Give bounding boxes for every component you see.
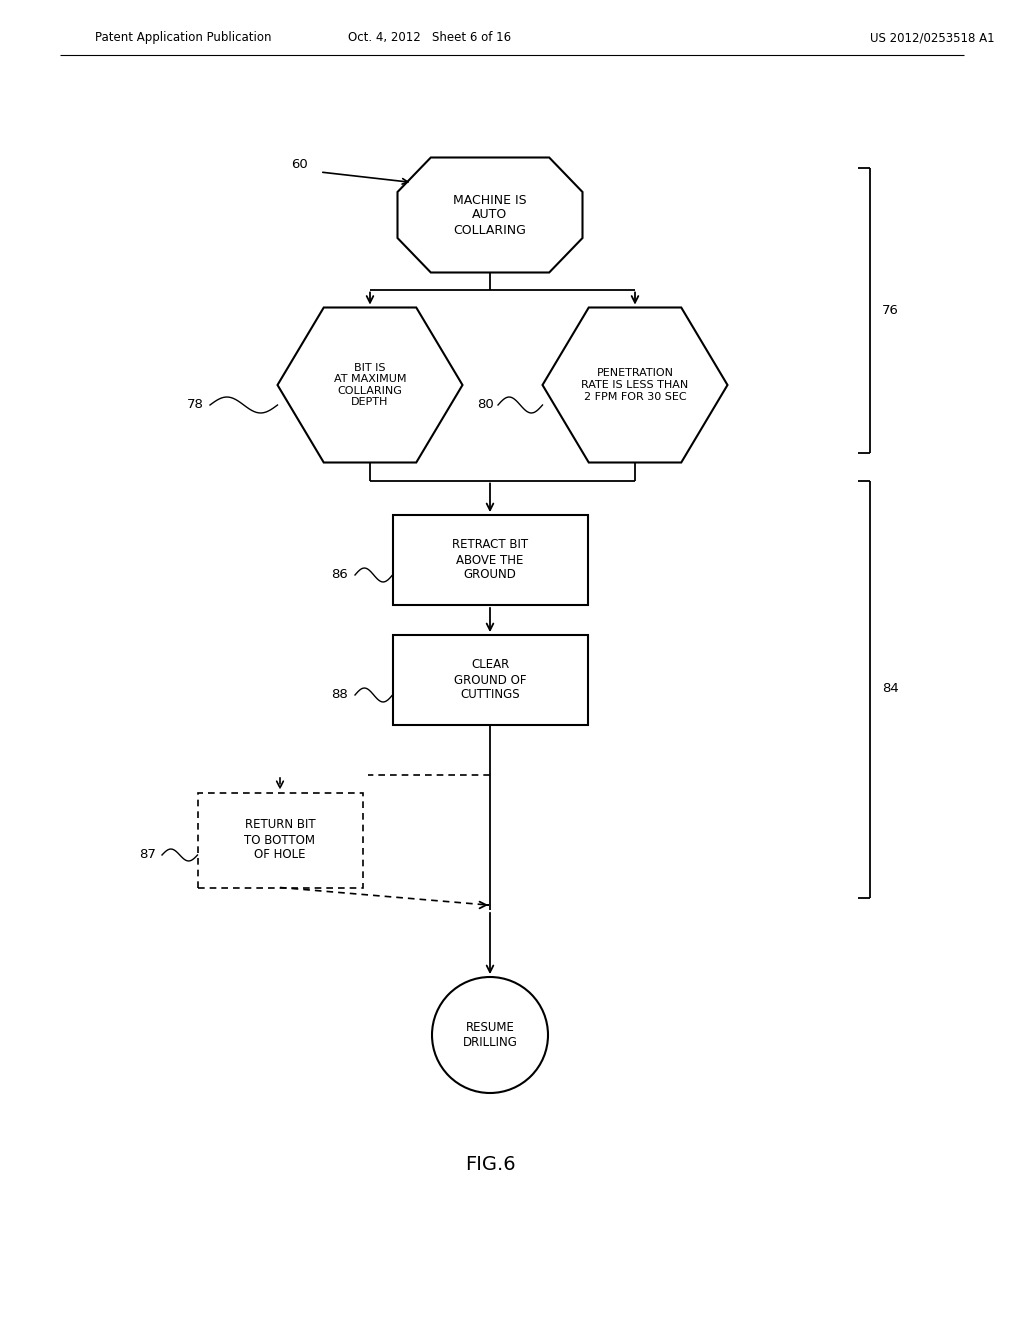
Circle shape	[432, 977, 548, 1093]
Bar	[392, 635, 588, 725]
Text: RESUME
DRILLING: RESUME DRILLING	[463, 1020, 517, 1049]
Text: 76: 76	[882, 304, 899, 317]
Text: 88: 88	[332, 689, 348, 701]
Text: RETURN BIT
TO BOTTOM
OF HOLE: RETURN BIT TO BOTTOM OF HOLE	[245, 818, 315, 862]
Bar	[198, 792, 362, 887]
Text: US 2012/0253518 A1: US 2012/0253518 A1	[870, 32, 994, 45]
Text: Oct. 4, 2012   Sheet 6 of 16: Oct. 4, 2012 Sheet 6 of 16	[348, 32, 512, 45]
Text: PENETRATION
RATE IS LESS THAN
2 FPM FOR 30 SEC: PENETRATION RATE IS LESS THAN 2 FPM FOR …	[582, 368, 688, 401]
Text: Patent Application Publication: Patent Application Publication	[95, 32, 271, 45]
Text: BIT IS
AT MAXIMUM
COLLARING
DEPTH: BIT IS AT MAXIMUM COLLARING DEPTH	[334, 363, 407, 408]
Text: MACHINE IS
AUTO
COLLARING: MACHINE IS AUTO COLLARING	[454, 194, 526, 236]
Text: 86: 86	[332, 569, 348, 582]
Text: 87: 87	[139, 849, 157, 862]
Text: 84: 84	[882, 682, 899, 696]
Text: CLEAR
GROUND OF
CUTTINGS: CLEAR GROUND OF CUTTINGS	[454, 659, 526, 701]
Polygon shape	[397, 157, 583, 272]
Polygon shape	[543, 308, 727, 462]
Text: 60: 60	[292, 158, 308, 172]
Text: 78: 78	[186, 399, 204, 412]
Bar	[392, 515, 588, 605]
Text: RETRACT BIT
ABOVE THE
GROUND: RETRACT BIT ABOVE THE GROUND	[452, 539, 528, 582]
Text: 80: 80	[476, 399, 494, 412]
Polygon shape	[278, 308, 463, 462]
Text: FIG.6: FIG.6	[465, 1155, 515, 1175]
